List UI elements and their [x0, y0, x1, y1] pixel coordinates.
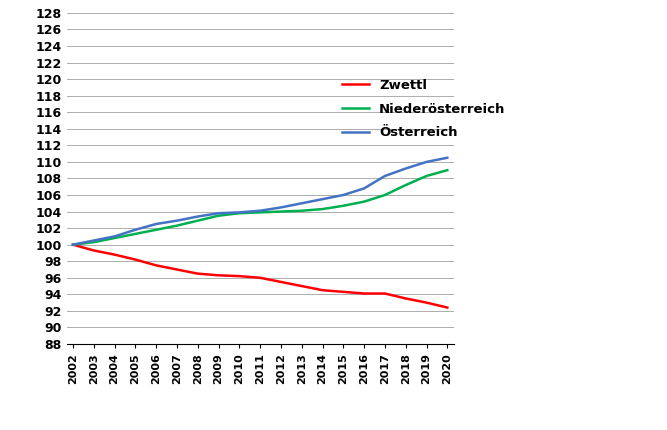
Zwettl [402, 296, 410, 301]
Zwettl [256, 275, 264, 280]
Zwettl [111, 252, 119, 257]
Zwettl [422, 300, 430, 305]
Niederösterreich [319, 206, 327, 212]
Zwettl [152, 263, 160, 268]
Line: Zwettl: Zwettl [73, 245, 448, 307]
Österreich [90, 238, 98, 243]
Österreich [297, 201, 305, 206]
Niederösterreich [173, 223, 181, 228]
Zwettl [340, 289, 348, 295]
Zwettl [193, 271, 201, 276]
Zwettl [215, 273, 223, 278]
Niederösterreich [277, 209, 285, 214]
Niederösterreich [152, 227, 160, 232]
Zwettl [235, 273, 243, 279]
Zwettl [319, 288, 327, 293]
Österreich [131, 227, 139, 232]
Niederösterreich [256, 210, 264, 215]
Zwettl [277, 280, 285, 285]
Niederösterreich [297, 208, 305, 213]
Niederösterreich [360, 199, 368, 204]
Niederösterreich [422, 173, 430, 178]
Niederösterreich [193, 218, 201, 223]
Österreich [422, 159, 430, 164]
Niederösterreich [90, 240, 98, 245]
Österreich [235, 210, 243, 215]
Zwettl [131, 257, 139, 262]
Österreich [402, 166, 410, 171]
Zwettl [381, 291, 389, 296]
Niederösterreich [69, 242, 77, 247]
Österreich [111, 234, 119, 239]
Österreich [381, 173, 389, 178]
Österreich [69, 242, 77, 247]
Zwettl [444, 305, 452, 310]
Niederösterreich [235, 211, 243, 216]
Österreich [256, 208, 264, 213]
Österreich [277, 205, 285, 210]
Niederösterreich [215, 213, 223, 218]
Österreich [173, 218, 181, 223]
Zwettl [297, 283, 305, 289]
Niederösterreich [340, 203, 348, 209]
Zwettl [173, 267, 181, 272]
Zwettl [69, 242, 77, 247]
Legend: Zwettl, Niederösterreich, Österreich: Zwettl, Niederösterreich, Österreich [342, 79, 506, 139]
Österreich [215, 211, 223, 216]
Österreich [319, 197, 327, 202]
Line: Österreich: Österreich [73, 158, 448, 245]
Niederösterreich [381, 193, 389, 198]
Österreich [193, 214, 201, 219]
Österreich [152, 221, 160, 227]
Österreich [340, 193, 348, 198]
Niederösterreich [444, 168, 452, 173]
Line: Niederösterreich: Niederösterreich [73, 170, 448, 245]
Österreich [360, 186, 368, 191]
Zwettl [90, 248, 98, 253]
Niederösterreich [111, 236, 119, 241]
Niederösterreich [131, 231, 139, 236]
Zwettl [360, 291, 368, 296]
Niederösterreich [402, 182, 410, 187]
Österreich [444, 155, 452, 160]
